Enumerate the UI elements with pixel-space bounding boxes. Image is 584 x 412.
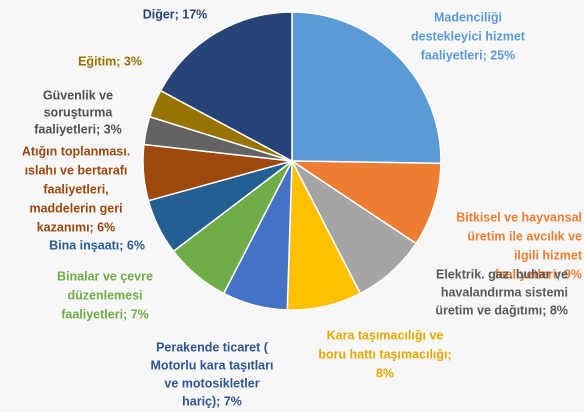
data-label: maddelerin geri bbox=[29, 201, 122, 215]
data-label: Güvenlik ve bbox=[43, 88, 113, 102]
data-label: soruşturma bbox=[44, 105, 114, 119]
pie-slice bbox=[291, 11, 442, 165]
data-label: Kara taşımacılığı ve bbox=[327, 328, 444, 342]
data-label: Bina inşaatı; 6% bbox=[49, 238, 145, 252]
data-label: havalandırma sistemi bbox=[441, 285, 568, 299]
data-label: ilgili hizmet bbox=[514, 248, 583, 262]
data-label: üretim ile avcılık ve bbox=[467, 229, 582, 243]
data-label: destekleyici hizmet bbox=[411, 29, 526, 43]
data-label: Motorlu kara taşıtları bbox=[151, 358, 274, 372]
data-label: ıslahı ve bertarafı bbox=[25, 163, 128, 177]
data-label: kazanımı; 6% bbox=[37, 220, 116, 234]
pie-slice bbox=[289, 160, 442, 245]
pie-slice bbox=[159, 11, 293, 163]
data-label: Binalar ve çevre bbox=[57, 269, 153, 283]
data-label: faaliyetleri; 9% bbox=[494, 267, 582, 281]
data-label: Eğitim; 3% bbox=[78, 54, 142, 68]
data-label: 8% bbox=[376, 366, 394, 380]
data-label: hariç); 7% bbox=[182, 394, 242, 408]
data-label: Atığın toplanması. bbox=[22, 144, 130, 158]
data-label: boru hattı taşımacılığı; bbox=[318, 347, 451, 361]
data-label: faaliyetleri, bbox=[43, 182, 108, 196]
data-label: düzenlemesi bbox=[67, 288, 142, 302]
data-label: üretim ve dağıtımı; 8% bbox=[435, 303, 568, 317]
data-label: Bitkisel ve hayvansal bbox=[456, 210, 582, 224]
data-label: Diğer; 17% bbox=[143, 7, 208, 21]
data-label: Madenciliği bbox=[434, 10, 502, 24]
data-label: faaliyetleri; 7% bbox=[61, 307, 149, 321]
data-label: Elektrik. gaz. buhar ve bbox=[436, 267, 568, 281]
data-label: faaliyetleri; 25% bbox=[421, 48, 516, 62]
data-label: ve motosikletler bbox=[164, 376, 259, 390]
data-label: faaliyetleri; 3% bbox=[34, 122, 122, 136]
data-label: Perakende ticaret ( bbox=[156, 340, 269, 354]
